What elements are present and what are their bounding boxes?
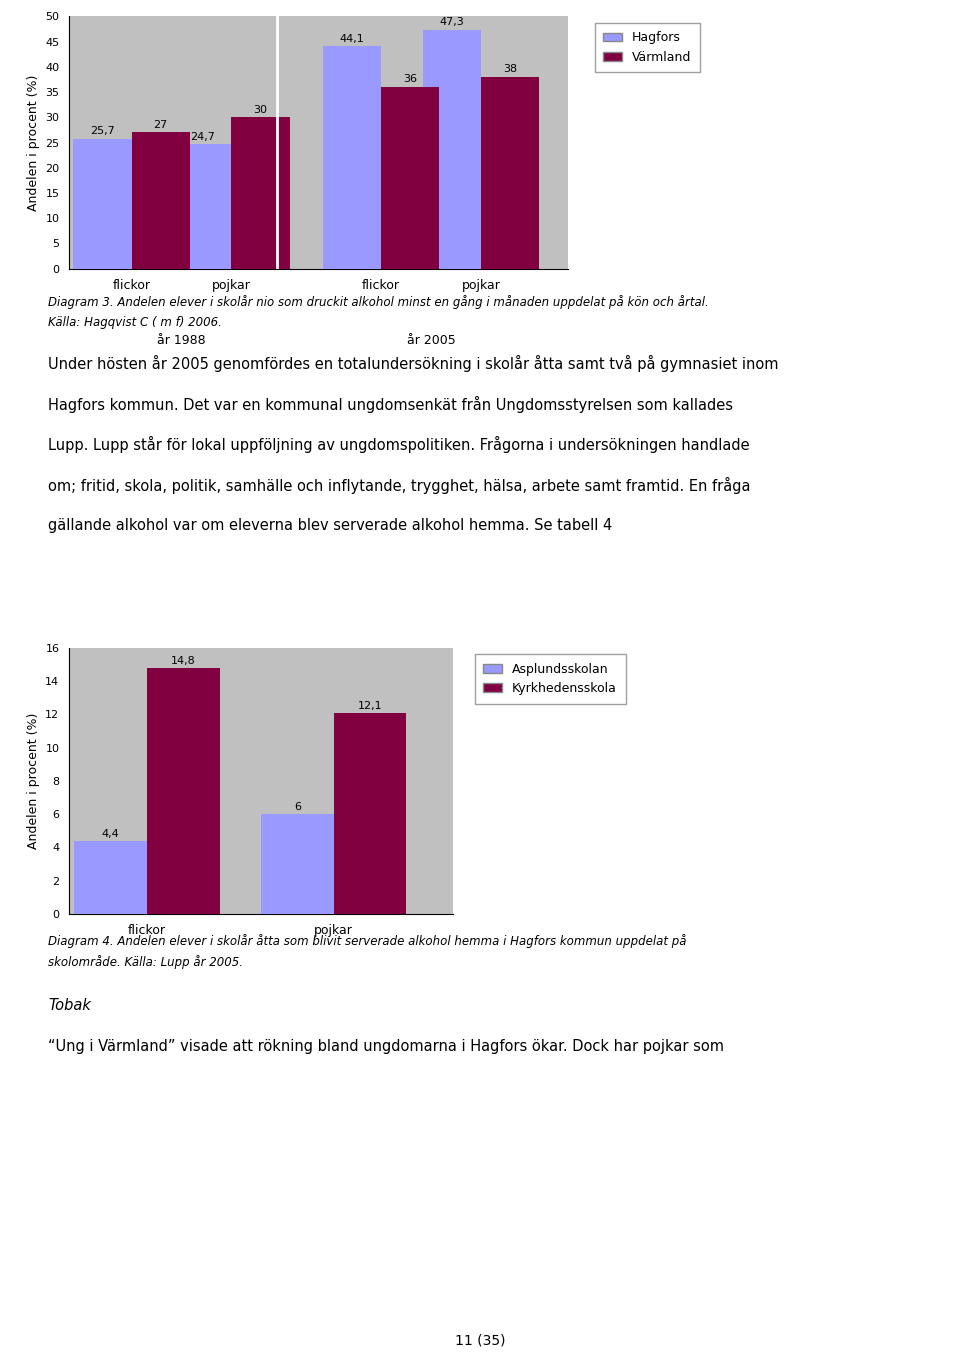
Text: Hagfors kommun. Det var en kommunal ungdomsenkät från Ungdomsstyrelsen som kalla: Hagfors kommun. Det var en kommunal ungd… [48, 396, 733, 412]
Text: 30: 30 [253, 105, 268, 115]
Text: 47,3: 47,3 [440, 18, 465, 27]
Text: år 1988: år 1988 [157, 334, 205, 348]
Text: 36: 36 [403, 75, 418, 85]
Bar [334, 713, 406, 914]
Text: Under hösten år 2005 genomfördes en totalundersökning i skolår åtta samt två på : Under hösten år 2005 genomfördes en tota… [48, 355, 779, 371]
Bar [261, 814, 334, 914]
Text: 27: 27 [154, 120, 168, 130]
Y-axis label: Andelen i procent (%): Andelen i procent (%) [27, 75, 39, 210]
Bar [323, 46, 381, 269]
Text: 14,8: 14,8 [171, 656, 196, 666]
Text: Diagram 4. Andelen elever i skolår åtta som blivit serverade alkohol hemma i Hag: Diagram 4. Andelen elever i skolår åtta … [48, 934, 686, 948]
Bar [481, 76, 540, 269]
Bar [74, 840, 147, 914]
Text: skolområde. Källa: Lupp år 2005.: skolområde. Källa: Lupp år 2005. [48, 955, 243, 968]
Bar [147, 668, 220, 914]
Text: om; fritid, skola, politik, samhälle och inflytande, trygghet, hälsa, arbete sam: om; fritid, skola, politik, samhälle och… [48, 477, 751, 494]
Text: Diagram 3. Andelen elever i skolår nio som druckit alkohol minst en gång i månad: Diagram 3. Andelen elever i skolår nio s… [48, 295, 708, 308]
Text: år 2005: år 2005 [407, 334, 455, 348]
Legend: Hagfors, Värmland: Hagfors, Värmland [594, 23, 700, 72]
Text: 6: 6 [294, 802, 300, 813]
Bar [132, 132, 190, 269]
Legend: Asplundsskolan, Kyrkhedensskola: Asplundsskolan, Kyrkhedensskola [475, 655, 626, 704]
Text: Källa: Hagqvist C ( m f) 2006.: Källa: Hagqvist C ( m f) 2006. [48, 316, 222, 330]
Bar [422, 30, 481, 269]
Text: Lupp. Lupp står för lokal uppföljning av ungdomspolitiken. Frågorna i undersökni: Lupp. Lupp står för lokal uppföljning av… [48, 436, 750, 453]
Text: 12,1: 12,1 [358, 701, 382, 711]
Bar [173, 145, 231, 269]
Text: 25,7: 25,7 [90, 127, 115, 136]
Text: “Ung i Värmland” visade att rökning bland ungdomarna i Hagfors ökar. Dock har po: “Ung i Värmland” visade att rökning blan… [48, 1039, 724, 1054]
Text: gällande alkohol var om eleverna blev serverade alkohol hemma. Se tabell 4: gällande alkohol var om eleverna blev se… [48, 518, 612, 533]
Text: 24,7: 24,7 [190, 131, 215, 142]
Bar [73, 139, 132, 269]
Text: 44,1: 44,1 [340, 34, 365, 44]
Text: Tobak: Tobak [48, 998, 91, 1013]
Text: 4,4: 4,4 [102, 829, 119, 839]
Text: 11 (35): 11 (35) [455, 1334, 505, 1348]
Text: 38: 38 [503, 64, 517, 75]
Bar [231, 117, 290, 269]
Bar [381, 87, 440, 269]
Y-axis label: Andelen i procent (%): Andelen i procent (%) [27, 713, 39, 848]
